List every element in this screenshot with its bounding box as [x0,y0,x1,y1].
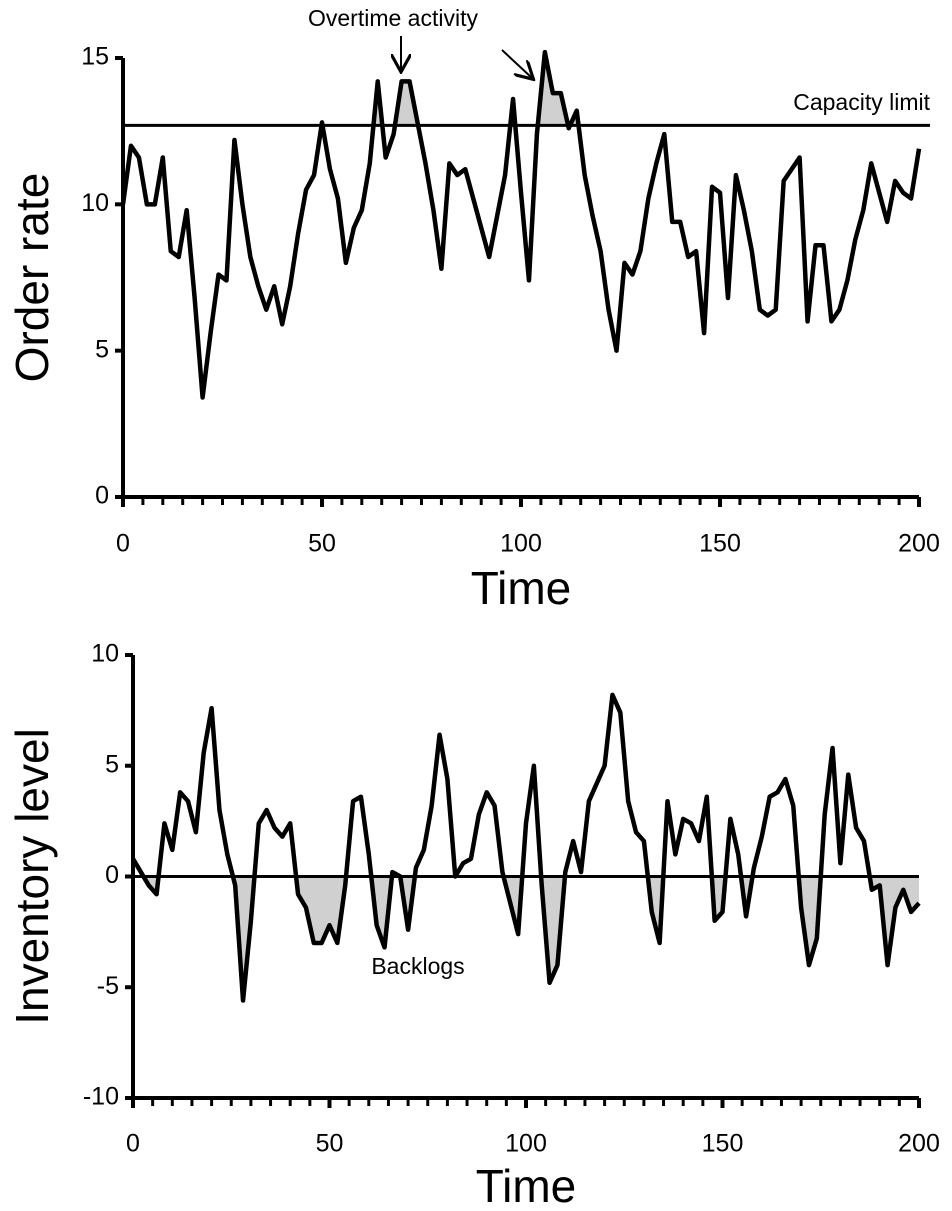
y-tick-label: 0 [105,861,119,889]
x-tick-label: 200 [898,530,940,558]
y-tick-label: 10 [91,640,119,668]
annotation: Backlogs [371,953,464,979]
x-axis-label: Time [471,562,572,614]
y-tick-label: 15 [81,43,109,71]
x-tick-label: 50 [308,530,336,558]
x-axis-label: Time [476,1160,577,1211]
y-tick-label: -5 [97,972,119,1000]
y-tick-label: -10 [83,1083,119,1111]
y-tick-label: 5 [95,335,109,363]
x-tick-label: 150 [702,1130,744,1158]
x-tick-label: 100 [505,1130,547,1158]
x-tick-label: 50 [316,1130,344,1158]
y-axis-label: Order rate [6,173,58,383]
y-axis-label: Inventory level [6,728,58,1025]
x-tick-label: 0 [116,530,130,558]
y-tick-label: 0 [95,482,109,510]
data-line [131,692,921,1003]
x-tick-label: 150 [699,530,741,558]
x-tick-label: 200 [898,1130,940,1158]
x-tick-label: 100 [500,530,542,558]
y-tick-label: 5 [105,750,119,778]
annotation: Capacity limit [793,89,930,115]
annotation-arrow [501,49,532,78]
x-tick-label: 0 [126,1130,140,1158]
annotation: Overtime activity [308,5,478,31]
shaded-area [143,877,919,1001]
data-line [120,49,922,400]
y-tick-label: 10 [81,189,109,217]
